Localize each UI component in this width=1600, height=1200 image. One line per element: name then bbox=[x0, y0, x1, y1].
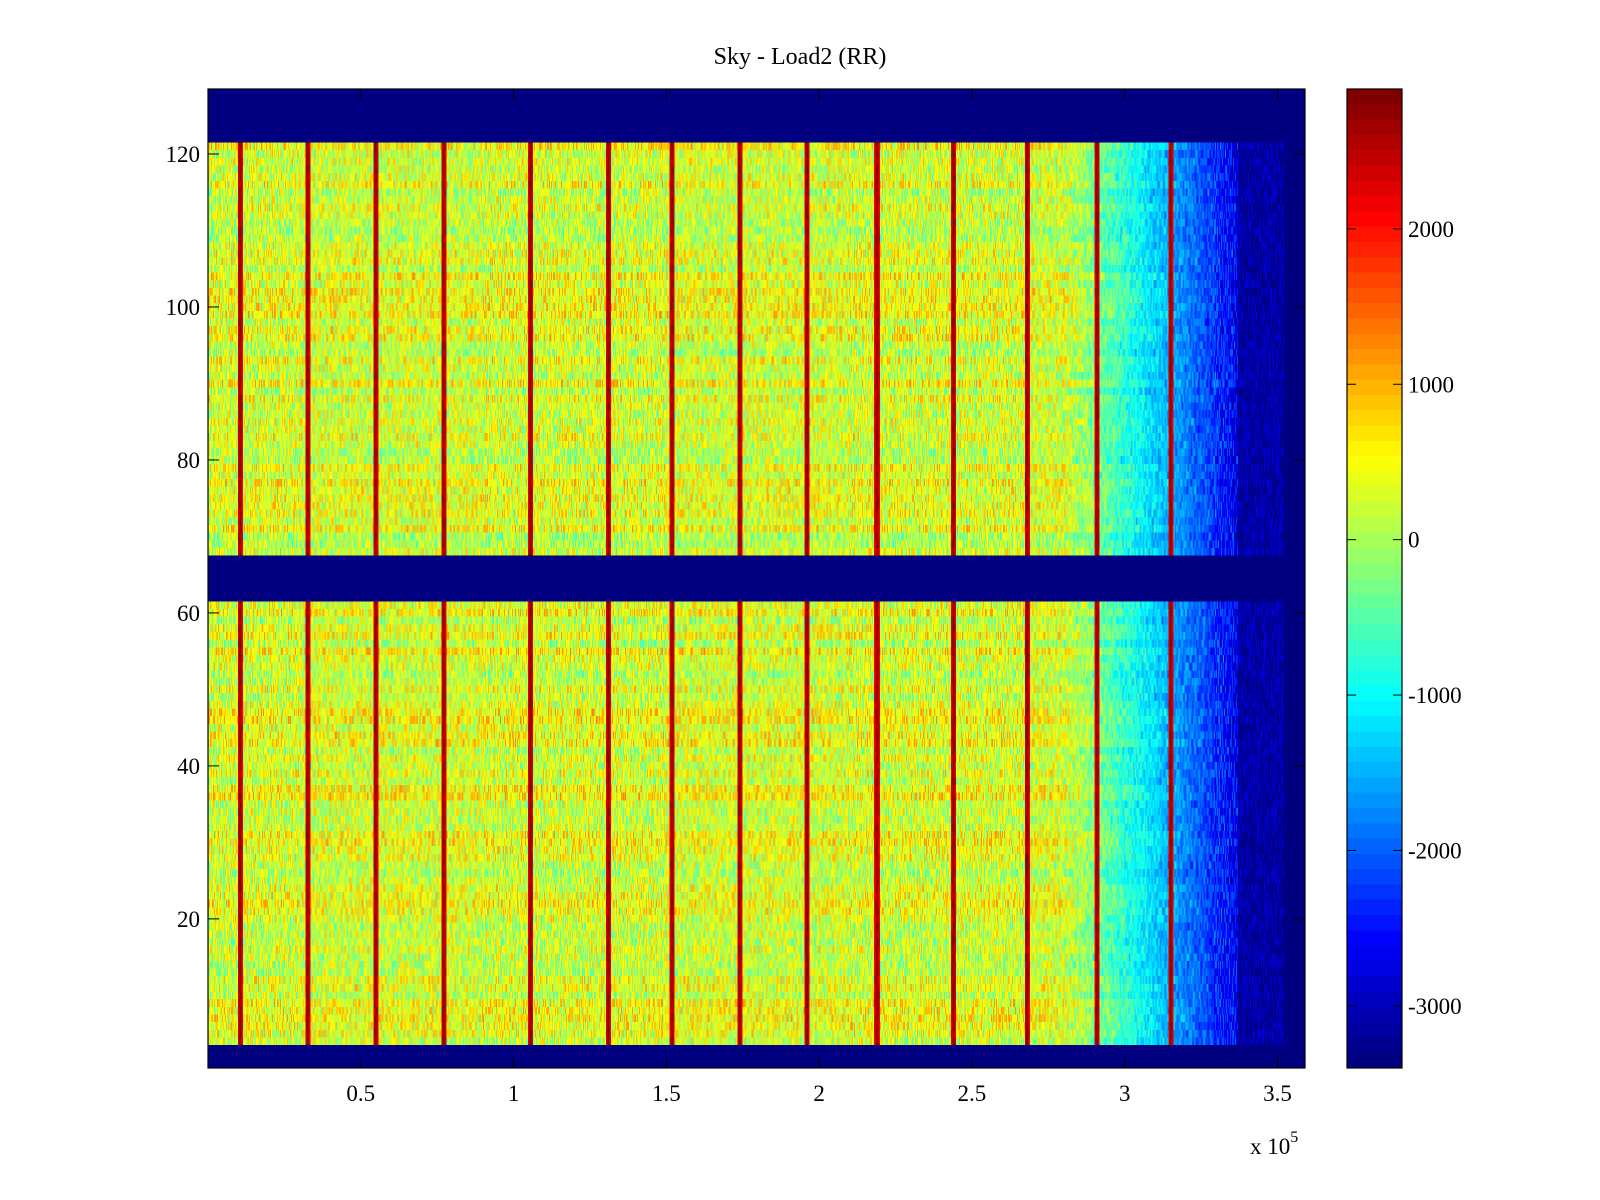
colorbar bbox=[1347, 89, 1402, 1068]
chart-title: Sky - Load2 (RR) bbox=[713, 44, 887, 70]
x-tick-label: 2 bbox=[813, 1081, 825, 1106]
x-multiplier-base: x 10 bbox=[1250, 1134, 1290, 1159]
colorbar-tick-label: 0 bbox=[1408, 528, 1420, 553]
y-tick-label: 60 bbox=[177, 601, 200, 626]
x-axis: 0.5 1 1.5 2 2.5 3 3.5 bbox=[346, 89, 1292, 1106]
x-multiplier-label: x 105 bbox=[1250, 1129, 1298, 1159]
heatmap-image bbox=[208, 89, 1305, 1068]
x-multiplier-exponent: 5 bbox=[1290, 1129, 1298, 1146]
y-tick-label: 40 bbox=[177, 754, 200, 779]
colorbar-axis: -3000 -2000 -1000 0 1000 2000 bbox=[1347, 217, 1462, 1019]
colorbar-tick-label: 1000 bbox=[1408, 372, 1454, 397]
x-tick-label: 3.5 bbox=[1263, 1081, 1292, 1106]
x-tick-label: 0.5 bbox=[346, 1081, 375, 1106]
y-tick-label: 100 bbox=[166, 295, 201, 320]
colorbar-tick-label: 2000 bbox=[1408, 217, 1454, 242]
y-tick-label: 120 bbox=[166, 142, 201, 167]
x-tick-label: 1 bbox=[508, 1081, 520, 1106]
y-axis: 20 40 60 80 100 120 bbox=[166, 142, 1305, 932]
colorbar-tick-label: -2000 bbox=[1408, 838, 1462, 863]
colorbar-tick-label: -3000 bbox=[1408, 994, 1462, 1019]
x-tick-label: 2.5 bbox=[958, 1081, 987, 1106]
colorbar-tick-label: -1000 bbox=[1408, 683, 1462, 708]
x-tick-label: 3 bbox=[1119, 1081, 1131, 1106]
y-tick-label: 80 bbox=[177, 448, 200, 473]
plot-frame bbox=[207, 88, 1403, 1069]
x-tick-label: 1.5 bbox=[652, 1081, 681, 1106]
colorbar-border bbox=[1346, 88, 1403, 1069]
plot-border bbox=[207, 88, 1306, 1069]
y-tick-label: 20 bbox=[177, 907, 200, 932]
